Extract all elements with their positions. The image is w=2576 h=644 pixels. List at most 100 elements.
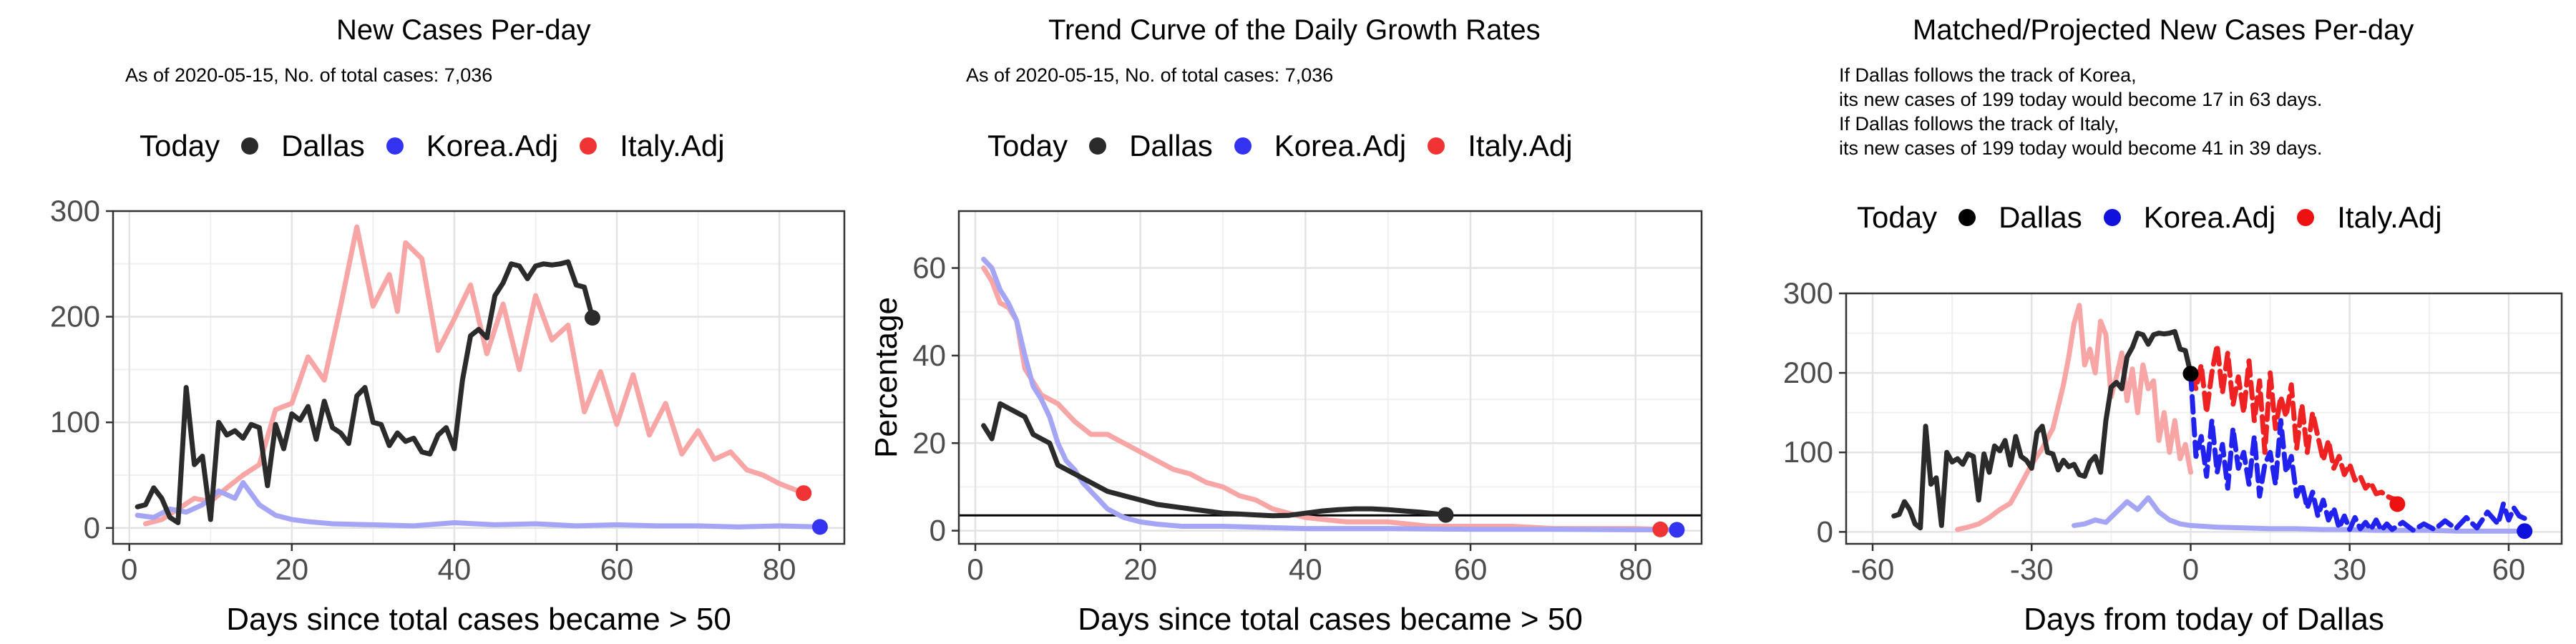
x-tick-label: 80 <box>1619 552 1652 586</box>
plot-area <box>959 211 1702 544</box>
series-line-korea-adj <box>981 256 1679 532</box>
today-point-italy-adj <box>796 485 812 502</box>
series-line-korea-adj-projected <box>2188 371 2527 533</box>
series-line-korea-adj <box>2072 495 2527 534</box>
legend-item-italy: Italy.Adj <box>1428 129 1573 163</box>
legend-dot-korea <box>386 137 404 155</box>
legend-label-dallas: Dallas <box>281 129 365 162</box>
chart-title: Trend Curve of the Daily Growth Rates <box>1048 14 1541 46</box>
today-point-dallas <box>584 310 600 326</box>
legend-dot-korea <box>1234 137 1252 155</box>
x-tick-label: 30 <box>2333 552 2366 586</box>
chart-title: New Cases Per-day <box>336 14 591 46</box>
plot-new-cases: 0 20 40 60 80 0 100 200 300 Days since total case… <box>50 194 846 637</box>
legend-item-korea: Korea.Adj <box>2103 200 2276 235</box>
x-tick-label: -60 <box>1851 552 1895 586</box>
x-tick-label: 20 <box>275 552 308 586</box>
y-tick-label: 300 <box>1783 276 1833 310</box>
x-tick-label: 0 <box>967 552 983 586</box>
y-tick-label: 200 <box>1783 356 1833 389</box>
plot-border <box>1845 292 2563 545</box>
y-axis-label: Percentage <box>869 297 904 458</box>
chart-subtitle: As of 2020-05-15, No. of total cases: 7,… <box>125 64 493 86</box>
series-line-italy-adj <box>1955 303 2193 532</box>
y-tick-label: 0 <box>930 514 946 547</box>
chart-subtitle-2: its new cases of 199 today would become … <box>1839 89 2323 110</box>
x-tick-label: 60 <box>1454 552 1488 586</box>
x-tick-label: 40 <box>1289 552 1322 586</box>
y-tick-label: 300 <box>50 194 100 228</box>
plot-border <box>957 210 1703 545</box>
y-tick-label: 60 <box>912 251 946 285</box>
today-point-dallas <box>1438 507 1454 523</box>
x-tick-label: 40 <box>438 552 472 586</box>
legend-dot-korea <box>2103 209 2121 226</box>
plot-projected: -60 -30 0 30 60 0 100 200 300 Days from today of … <box>1783 276 2563 637</box>
x-axis-label: Days from today of Dallas <box>2024 602 2384 637</box>
legend-item-dallas: Dallas <box>1958 200 2082 235</box>
panel-growth-rates: Trend Curve of the Daily Growth Rates As… <box>859 0 1717 644</box>
plot-area <box>113 211 844 544</box>
x-axis-label: Days since total cases became > 50 <box>1078 602 1583 637</box>
x-tick-label: -30 <box>2010 552 2054 586</box>
legend: Today Dallas Korea.Adj Italy.Adj <box>140 129 746 163</box>
series-line-italy-adj-projected <box>2188 342 2400 502</box>
x-tick-label: 60 <box>2492 552 2526 586</box>
series-line-italy-adj <box>142 224 806 527</box>
today-point-dallas <box>2182 366 2199 382</box>
legend-title: Today <box>140 129 220 162</box>
today-point-korea-adj <box>811 519 828 535</box>
plot-area <box>1846 293 2562 544</box>
legend-dot-dallas <box>1089 137 1107 155</box>
plot-border <box>112 210 846 545</box>
today-point-italy-adj <box>1652 521 1669 537</box>
legend-label-dallas: Dallas <box>1129 129 1213 162</box>
today-point-italy-adj <box>2389 496 2406 512</box>
y-tick-label: 0 <box>1817 514 1833 548</box>
panel-projected: Matched/Projected New Cases Per-day If D… <box>1717 0 2576 644</box>
chart-subtitle-1: If Dallas follows the track of Korea, <box>1839 64 2137 86</box>
y-tick-label: 40 <box>912 338 946 372</box>
y-tick-label: 100 <box>50 405 100 439</box>
today-point-korea-adj <box>2517 523 2533 540</box>
legend-label-italy: Italy.Adj <box>1468 129 1573 162</box>
legend-label-dallas: Dallas <box>1999 200 2082 234</box>
legend-dot-italy <box>580 137 597 155</box>
legend-item-italy: Italy.Adj <box>580 129 725 163</box>
legend-item-dallas: Dallas <box>241 129 365 163</box>
chart-title: Matched/Projected New Cases Per-day <box>1913 14 2414 46</box>
plot-growth-rates: 0 20 40 60 80 0 20 40 60 Days since total cases b… <box>869 210 1703 637</box>
legend-title: Today <box>1857 200 1938 234</box>
x-tick-label: 0 <box>2182 552 2199 586</box>
x-tick-label: 80 <box>763 552 796 586</box>
chart-subtitle-4: its new cases of 199 today would become … <box>1839 137 2323 159</box>
legend-dot-italy <box>2297 209 2315 226</box>
panel-new-cases: New Cases Per-day As of 2020-05-15, No. … <box>0 0 859 644</box>
series-line-dallas <box>135 259 595 525</box>
legend-dot-dallas <box>1958 209 1976 226</box>
today-point-korea-adj <box>1669 522 1685 538</box>
series-line-korea-adj <box>135 479 823 530</box>
legend-label-korea: Korea.Adj <box>1274 129 1407 162</box>
y-tick-label: 0 <box>84 511 100 545</box>
legend-label-italy: Italy.Adj <box>620 129 725 162</box>
legend-title: Today <box>987 129 1068 162</box>
legend-dot-italy <box>1428 137 1445 155</box>
x-tick-label: 60 <box>600 552 634 586</box>
legend: Today Dallas Korea.Adj Italy.Adj <box>987 129 1594 163</box>
y-tick-label: 200 <box>50 300 100 333</box>
legend-label-korea: Korea.Adj <box>426 129 559 162</box>
x-tick-label: 20 <box>1123 552 1157 586</box>
legend-item-korea: Korea.Adj <box>1234 129 1406 163</box>
legend-item-italy: Italy.Adj <box>2297 200 2442 235</box>
chart-subtitle-3: If Dallas follows the track of Italy, <box>1839 113 2119 135</box>
y-tick-label: 100 <box>1783 435 1833 469</box>
legend-label-italy: Italy.Adj <box>2337 200 2442 234</box>
legend-label-korea: Korea.Adj <box>2143 200 2276 234</box>
series-line-dallas <box>981 401 1448 519</box>
legend: Today Dallas Korea.Adj Italy.Adj <box>1857 200 2464 235</box>
y-tick-label: 20 <box>912 426 946 459</box>
legend-item-korea: Korea.Adj <box>386 129 558 163</box>
chart-subtitle: As of 2020-05-15, No. of total cases: 7,… <box>966 64 1334 86</box>
series-line-dallas <box>1891 328 2193 531</box>
